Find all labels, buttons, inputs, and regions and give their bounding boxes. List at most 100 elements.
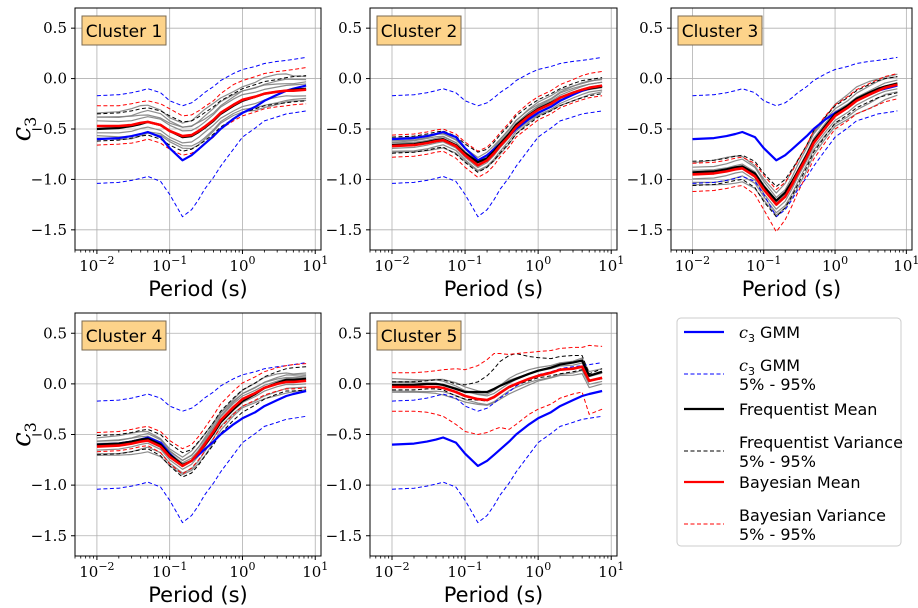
title-box-bg xyxy=(376,15,462,46)
y-tick-label: 0.0 xyxy=(639,70,663,88)
x-tick-label: 10−2 xyxy=(374,254,409,275)
title-box-bg xyxy=(81,320,167,351)
y-tick-label: −1.5 xyxy=(31,221,67,239)
y-tick-label: 0.5 xyxy=(639,19,663,37)
station-line xyxy=(96,383,307,470)
y-tick-label: −1.5 xyxy=(326,221,362,239)
bayes-lo-line xyxy=(96,103,307,156)
title-box-bg xyxy=(376,320,462,351)
cluster-title: Cluster 5 xyxy=(381,327,458,347)
y-tick-label: 0.0 xyxy=(338,70,362,88)
freq-lo-line xyxy=(692,92,898,218)
x-axis-label: Period (s) xyxy=(444,583,543,607)
freq-hi-line xyxy=(392,353,603,386)
x-tick-label: 100 xyxy=(229,254,255,275)
legend-label: 5% - 95% xyxy=(739,525,816,544)
plot-area xyxy=(391,344,603,524)
x-tick-exponent: 1 xyxy=(912,254,918,267)
cluster-title-box: Cluster 5 xyxy=(376,320,462,351)
cluster-title-box: Cluster 4 xyxy=(81,320,167,351)
x-tick-exponent: −1 xyxy=(171,560,187,573)
y-tick-label: 0.5 xyxy=(338,324,362,342)
y-tick-label: 0.0 xyxy=(338,375,362,393)
bayes-mean-line xyxy=(96,379,307,468)
gmm-p95-line xyxy=(391,362,603,412)
plot-area xyxy=(692,56,898,233)
freq-lo-line xyxy=(96,100,307,152)
y-tick-label: −1.0 xyxy=(326,476,362,494)
x-tick-base: 10 xyxy=(374,257,393,275)
x-tick-base: 10 xyxy=(447,563,466,581)
x-tick-exponent: −1 xyxy=(467,254,483,267)
legend-sub: 3 xyxy=(748,332,755,345)
gmm-p05-line xyxy=(391,415,603,524)
x-tick-base: 10 xyxy=(79,257,98,275)
station-line xyxy=(692,94,898,216)
bayes-hi-line xyxy=(692,73,898,190)
y-tick-label: −1.5 xyxy=(627,221,663,239)
x-tick-label: 101 xyxy=(302,560,328,581)
station-line xyxy=(391,81,603,162)
y-label-base: c xyxy=(7,432,37,447)
station-line xyxy=(96,95,307,144)
title-box-bg xyxy=(81,15,167,46)
y-label-base: c xyxy=(7,126,37,141)
y-tick-label: −1.0 xyxy=(627,170,663,188)
legend-label: Bayesian Variance xyxy=(739,506,886,525)
x-tick-base: 10 xyxy=(152,563,171,581)
y-tick-label: −0.5 xyxy=(627,120,663,138)
x-tick-exponent: −1 xyxy=(171,254,187,267)
x-tick-exponent: 1 xyxy=(321,254,328,267)
y-tick-label: −0.5 xyxy=(326,426,362,444)
y-tick-label: −1.0 xyxy=(31,476,67,494)
gmm-p05-line xyxy=(391,110,603,218)
y-tick-label: −0.5 xyxy=(31,120,67,138)
station-line xyxy=(391,85,603,166)
freq-hi-line xyxy=(391,77,603,153)
x-tick-label: 10−2 xyxy=(675,254,710,275)
x-tick-base: 10 xyxy=(229,563,248,581)
station-line xyxy=(692,88,898,210)
gmm-p95-line xyxy=(96,56,307,107)
x-tick-label: 10−2 xyxy=(79,254,114,275)
x-axis-label: Period (s) xyxy=(742,277,841,301)
cluster-title: Cluster 4 xyxy=(86,327,163,347)
legend-label: c3 GMM xyxy=(739,323,800,345)
y-label-sub: 3 xyxy=(21,422,40,432)
x-tick-base: 10 xyxy=(598,257,617,275)
freq-lo-line xyxy=(391,93,603,173)
gmm-mean-line xyxy=(96,84,307,162)
y-tick-label: −1.5 xyxy=(31,527,67,545)
x-tick-exponent: 0 xyxy=(544,560,551,573)
x-tick-exponent: 1 xyxy=(321,560,328,573)
y-tick-label: −1.0 xyxy=(326,170,362,188)
y-axis-label-text: c3 xyxy=(7,117,40,142)
x-tick-exponent: 0 xyxy=(841,254,848,267)
x-tick-base: 10 xyxy=(598,563,617,581)
legend-label: Frequentist Variance xyxy=(739,433,903,452)
station-line xyxy=(96,389,307,476)
station-line xyxy=(96,83,307,132)
y-tick-label: −1.5 xyxy=(326,527,362,545)
x-axis-label: Period (s) xyxy=(148,583,247,607)
y-label-sub: 3 xyxy=(21,117,40,127)
x-tick-exponent: 1 xyxy=(617,560,624,573)
x-tick-exponent: −2 xyxy=(98,560,114,573)
bayes-mean-line xyxy=(96,88,307,138)
x-tick-exponent: −1 xyxy=(765,254,781,267)
x-tick-exponent: 0 xyxy=(249,560,256,573)
x-tick-label: 100 xyxy=(525,560,551,581)
y-axis-label-text: c3 xyxy=(7,422,40,447)
x-tick-label: 10−1 xyxy=(152,560,187,581)
cluster-title: Cluster 3 xyxy=(682,22,759,42)
x-tick-base: 10 xyxy=(822,257,841,275)
legend-c: c xyxy=(739,323,748,342)
x-tick-label: 10−1 xyxy=(447,560,482,581)
x-tick-exponent: −2 xyxy=(694,254,710,267)
y-tick-label: 0.0 xyxy=(43,70,67,88)
legend-rest: GMM xyxy=(755,323,800,342)
